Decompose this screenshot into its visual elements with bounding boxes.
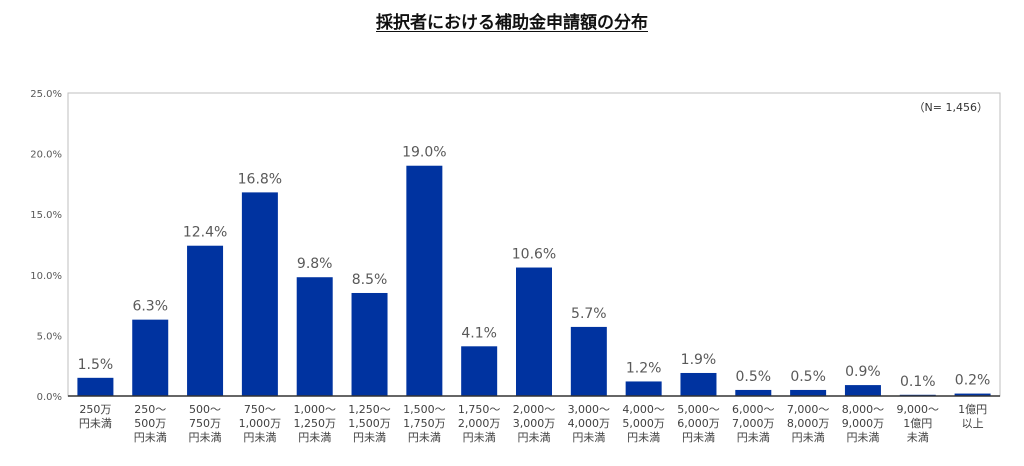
x-tick-label: 円未満 bbox=[134, 431, 167, 444]
x-tick-label: 円未満 bbox=[79, 417, 112, 430]
sample-size-annotation: （N= 1,456） bbox=[914, 101, 988, 114]
x-tick-label: 1,250〜 bbox=[348, 403, 391, 416]
x-tick-label: 円未満 bbox=[627, 431, 660, 444]
x-tick-label: 未満 bbox=[907, 431, 929, 444]
bar bbox=[790, 389, 827, 396]
x-tick-label: 9,000〜 bbox=[897, 403, 940, 416]
x-tick-label: 7,000万 bbox=[732, 417, 775, 430]
data-label: 4.1% bbox=[461, 325, 497, 341]
x-tick-label: 円未満 bbox=[572, 431, 605, 444]
chart-title-text: 採択者における補助金申請額の分布 bbox=[376, 13, 648, 33]
x-tick-label: 750万 bbox=[189, 417, 221, 430]
x-tick-label: 以上 bbox=[962, 417, 984, 430]
x-tick-label: 円未満 bbox=[353, 431, 386, 444]
x-tick-label: 5,000〜 bbox=[677, 403, 720, 416]
data-label: 0.2% bbox=[955, 373, 991, 389]
data-label: 12.4% bbox=[183, 225, 227, 241]
x-tick-label: 2,000〜 bbox=[513, 403, 556, 416]
x-tick-label: 1,500万 bbox=[348, 417, 391, 430]
data-label: 0.5% bbox=[736, 369, 772, 385]
x-tick-label: 3,000万 bbox=[513, 417, 556, 430]
bar bbox=[187, 245, 224, 396]
x-tick-label: 500〜 bbox=[189, 403, 221, 416]
bar bbox=[77, 377, 114, 396]
bar bbox=[625, 381, 662, 396]
data-label: 0.1% bbox=[900, 374, 936, 390]
x-tick-label: 250万 bbox=[79, 403, 111, 416]
x-tick-label: 円未満 bbox=[463, 431, 496, 444]
data-label: 10.6% bbox=[512, 247, 556, 263]
x-tick-label: 6,000〜 bbox=[732, 403, 775, 416]
chart-title: 採択者における補助金申請額の分布 bbox=[0, 8, 1024, 33]
x-tick-label: 1,750万 bbox=[403, 417, 446, 430]
x-tick-label: 1,500〜 bbox=[403, 403, 446, 416]
x-tick-label: 750〜 bbox=[244, 403, 276, 416]
bar bbox=[406, 165, 443, 396]
data-label: 16.8% bbox=[238, 171, 282, 187]
bar bbox=[570, 326, 607, 396]
x-tick-label: 2,000万 bbox=[458, 417, 501, 430]
bar bbox=[680, 372, 717, 396]
x-tick-label: 1億円 bbox=[958, 403, 987, 416]
data-label: 9.8% bbox=[297, 256, 333, 272]
bar bbox=[461, 346, 498, 396]
x-tick-label: 4,000万 bbox=[568, 417, 611, 430]
x-tick-label: 250〜 bbox=[134, 403, 166, 416]
data-label: 0.9% bbox=[845, 364, 881, 380]
x-tick-label: 円未満 bbox=[189, 431, 222, 444]
y-tick-label: 25.0% bbox=[30, 89, 62, 100]
x-tick-label: 3,000〜 bbox=[568, 403, 611, 416]
y-tick-label: 0.0% bbox=[37, 392, 62, 403]
x-tick-label: 円未満 bbox=[737, 431, 770, 444]
x-tick-label: 円未満 bbox=[408, 431, 441, 444]
x-tick-label: 8,000万 bbox=[787, 417, 830, 430]
bar bbox=[954, 393, 991, 396]
data-label: 1.9% bbox=[681, 352, 717, 368]
x-tick-label: 円未満 bbox=[518, 431, 551, 444]
x-tick-label: 1,000万 bbox=[239, 417, 282, 430]
data-label: 6.3% bbox=[132, 299, 168, 315]
bar bbox=[735, 389, 772, 396]
y-tick-label: 5.0% bbox=[37, 331, 62, 342]
bar bbox=[132, 319, 169, 396]
bar bbox=[296, 277, 333, 396]
data-label: 1.5% bbox=[78, 357, 114, 373]
x-tick-label: 円未満 bbox=[846, 431, 879, 444]
x-tick-label: 4,000〜 bbox=[622, 403, 665, 416]
x-tick-label: 円未満 bbox=[792, 431, 825, 444]
x-tick-label: 1,000〜 bbox=[293, 403, 336, 416]
x-tick-label: 1億円 bbox=[903, 417, 932, 430]
x-tick-label: 9,000万 bbox=[842, 417, 885, 430]
data-label: 8.5% bbox=[352, 272, 388, 288]
data-label: 5.7% bbox=[571, 306, 607, 322]
x-tick-label: 円未満 bbox=[243, 431, 276, 444]
bar bbox=[351, 292, 388, 396]
x-tick-label: 500万 bbox=[134, 417, 166, 430]
x-tick-label: 8,000〜 bbox=[842, 403, 885, 416]
y-tick-label: 10.0% bbox=[30, 271, 62, 282]
x-tick-label: 5,000万 bbox=[622, 417, 665, 430]
y-tick-label: 20.0% bbox=[30, 150, 62, 161]
x-tick-label: 6,000万 bbox=[677, 417, 720, 430]
x-tick-label: 円未満 bbox=[298, 431, 331, 444]
x-tick-label: 円未満 bbox=[682, 431, 715, 444]
x-tick-label: 7,000〜 bbox=[787, 403, 830, 416]
x-tick-label: 1,750〜 bbox=[458, 403, 501, 416]
data-label: 19.0% bbox=[402, 145, 446, 161]
bar bbox=[516, 267, 552, 396]
data-label: 1.2% bbox=[626, 360, 662, 376]
x-tick-label: 1,250万 bbox=[293, 417, 336, 430]
y-tick-label: 15.0% bbox=[30, 210, 62, 221]
data-label: 0.5% bbox=[790, 369, 826, 385]
bar bbox=[241, 192, 278, 396]
bar bbox=[844, 385, 881, 396]
